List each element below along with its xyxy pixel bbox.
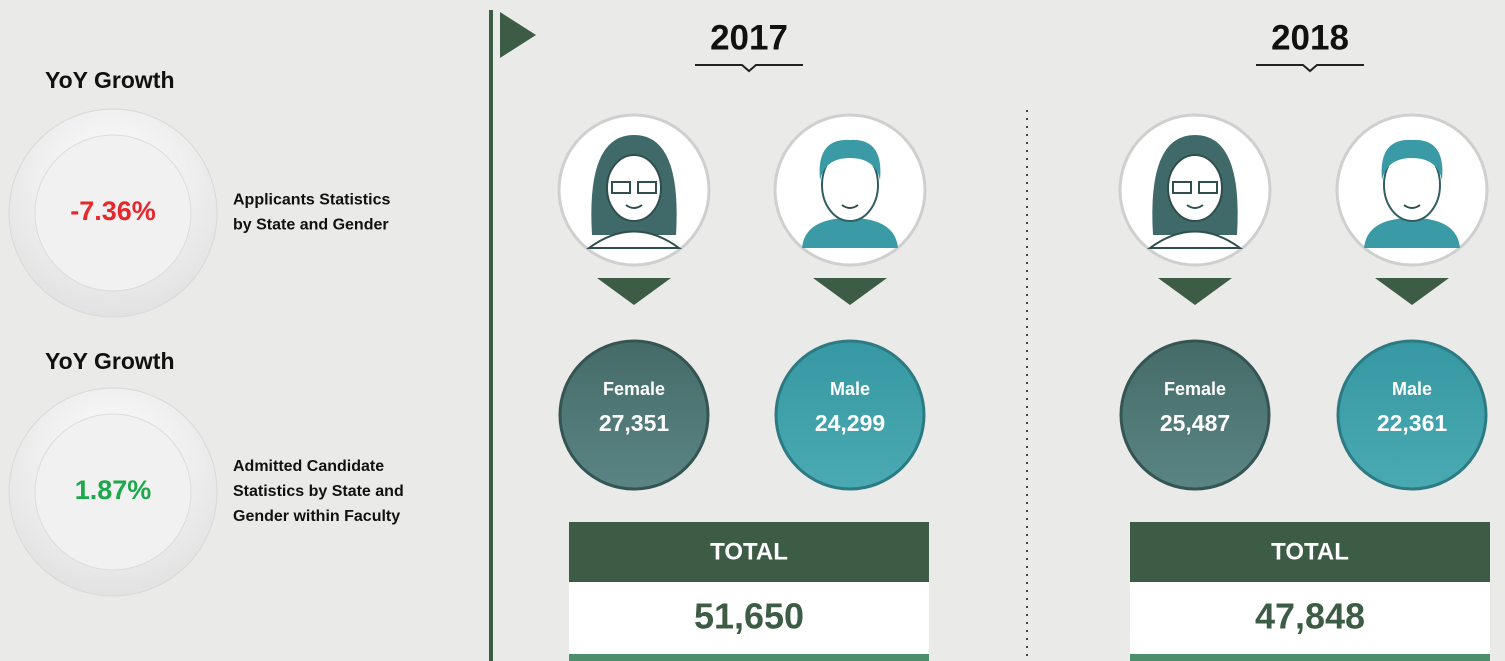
kpi-description: Statistics by State and: [233, 483, 404, 500]
glasses: [1172, 181, 1192, 194]
male-label: Male: [830, 379, 870, 399]
total-header: [569, 522, 929, 582]
hair: [1381, 139, 1443, 180]
face: [1167, 154, 1223, 222]
year-heading: 2018: [1271, 18, 1349, 57]
female-label: Female: [1164, 379, 1226, 399]
avatar-pointer: [1158, 278, 1232, 305]
glasses: [611, 181, 631, 194]
shoulders: [1146, 230, 1244, 249]
year-underline: [1256, 64, 1364, 73]
female-value: 27,351: [599, 410, 670, 436]
female-bubble: [1119, 339, 1271, 491]
male-label: Male: [1392, 379, 1432, 399]
divider: [489, 10, 493, 661]
avatar-pointer: [813, 278, 887, 305]
female-bubble: [558, 339, 710, 491]
avatar-pointer: [597, 278, 671, 305]
shirt: [1364, 218, 1460, 248]
kpi-description: Applicants Statistics: [233, 192, 390, 209]
female-label: Female: [603, 379, 665, 399]
total-footer: [1130, 654, 1490, 661]
total-value: 51,650: [694, 596, 804, 637]
hair: [819, 139, 881, 180]
year-heading: 2017: [710, 18, 788, 57]
male-bubble: [774, 339, 926, 491]
smile: [1403, 204, 1421, 209]
female-avatar: [557, 113, 711, 305]
glasses: [1198, 181, 1218, 194]
female-value: 25,487: [1160, 410, 1230, 436]
flag: [500, 12, 536, 58]
shirt: [802, 218, 898, 248]
smile: [1186, 204, 1204, 209]
male-value: 22,361: [1377, 410, 1448, 436]
male-bubble: [1336, 339, 1488, 491]
female-avatar: [1118, 113, 1272, 305]
total-value: 47,848: [1255, 596, 1365, 637]
glasses: [637, 181, 657, 194]
kpi-value: -7.36%: [70, 196, 156, 226]
total-body: [1130, 582, 1490, 654]
total-footer: [569, 654, 929, 661]
smile: [625, 204, 643, 209]
male-avatar: [773, 113, 927, 305]
total-body: [569, 582, 929, 654]
male-avatar: [1335, 113, 1489, 305]
smile: [841, 204, 859, 209]
kpi-inner: [34, 413, 192, 571]
total-label: TOTAL: [1271, 538, 1349, 565]
total-header: [1130, 522, 1490, 582]
avatar-pointer: [1375, 278, 1449, 305]
year-underline: [695, 64, 803, 73]
face: [606, 154, 662, 222]
kpi-inner: [34, 134, 192, 292]
total-label: TOTAL: [710, 538, 788, 565]
kpi-description: Gender within Faculty: [233, 508, 400, 525]
kpi-description: Admitted Candidate: [233, 458, 384, 475]
shoulders: [585, 230, 683, 249]
kpi-title: YoY Growth: [45, 67, 175, 93]
male-value: 24,299: [815, 410, 885, 436]
kpi-value: 1.87%: [75, 475, 152, 505]
kpi-description: by State and Gender: [233, 217, 389, 234]
kpi-title: YoY Growth: [45, 348, 175, 374]
